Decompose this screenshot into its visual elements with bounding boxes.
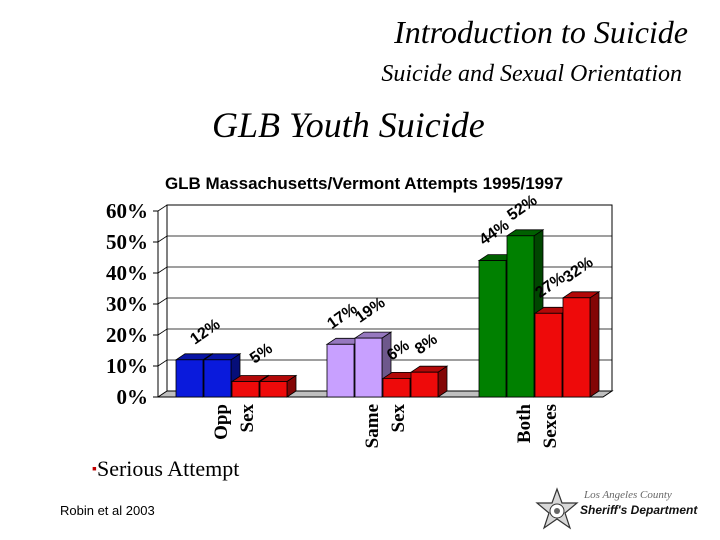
bar [562,297,591,398]
x-category-label: Sexes [540,404,561,448]
y-tick-label: 10% [106,354,148,378]
y-tick-label: 20% [106,323,148,347]
bullet-item: ▪Serious Attempt [92,456,239,482]
chart-title: GLB Massachusetts/Vermont Attempts 1995/… [165,174,563,193]
bar [410,371,439,398]
gridline [157,359,612,367]
bar [534,312,563,398]
bullet-text: Serious Attempt [96,456,240,481]
bullet-marker-icon: ▪ [92,462,97,477]
bar [382,377,411,398]
x-category-label: Opp [211,404,232,440]
bar [259,381,288,398]
logo-county-text: Los Angeles County [584,489,672,501]
slide-title: GLB Youth Suicide [212,105,485,145]
y-tick-label: 30% [106,292,148,316]
y-tick-label: 40% [106,261,148,285]
gridline [157,235,612,243]
bar [231,381,260,398]
bar-chart: GLB Massachusetts/Vermont Attempts 1995/… [106,174,614,448]
bar [478,260,507,398]
bar-side [589,291,600,398]
gridline [157,328,612,336]
x-category-label: Both [514,404,535,444]
bar [203,359,232,398]
gridline [157,266,612,274]
sheriff-star-badge-icon [535,487,579,530]
y-tick-label: 50% [106,230,148,254]
bar [175,359,204,398]
citation: Robin et al 2003 [60,503,155,518]
gridline [157,297,612,305]
gridline [157,204,612,212]
sheriff-logo: Los Angeles County Sheriff's Department [534,487,720,540]
logo-department-text: Sheriff's Department [580,503,698,517]
y-tick-label: 0% [117,385,149,409]
header-subtitle: Suicide and Sexual Orientation [381,61,682,87]
x-category-label: Sex [388,404,409,433]
x-category-label: Same [362,404,383,448]
header-title: Introduction to Suicide [394,14,688,50]
bar [354,337,383,398]
bar [326,343,355,398]
x-category-label: Sex [237,404,258,433]
y-tick-label: 60% [106,199,148,223]
bar [506,235,535,398]
